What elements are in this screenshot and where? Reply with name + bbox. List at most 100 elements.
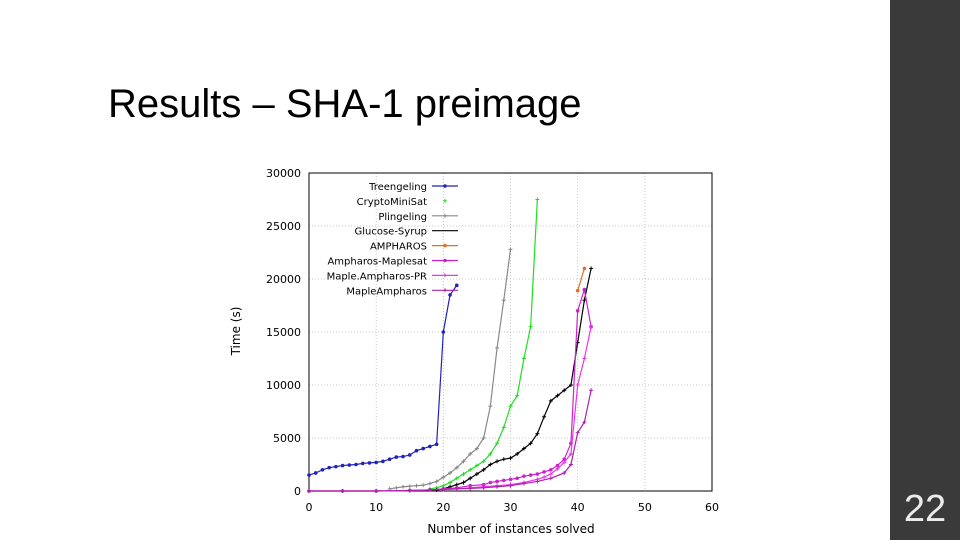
data-point — [501, 478, 506, 483]
data-point — [461, 459, 466, 464]
data-point — [414, 483, 419, 488]
data-point — [374, 489, 379, 493]
data-point — [568, 451, 573, 456]
data-point — [528, 441, 533, 446]
data-point — [562, 470, 567, 475]
data-point — [428, 444, 432, 449]
data-point — [501, 457, 506, 462]
data-point — [528, 473, 533, 477]
data-point — [421, 446, 425, 451]
data-point — [441, 487, 446, 492]
slide-number: 22 — [903, 488, 947, 530]
data-point — [407, 484, 412, 489]
data-point — [568, 383, 573, 387]
slide-title: Results – SHA-1 preimage — [108, 82, 582, 126]
data-point — [568, 462, 573, 467]
data-point — [347, 463, 352, 467]
series-line — [429, 199, 538, 490]
data-point — [575, 288, 580, 293]
x-axis-label: Number of instances solved — [427, 522, 594, 536]
data-point — [474, 463, 479, 468]
data-point — [434, 479, 439, 484]
legend-item: Glucose-Syrup — [354, 227, 458, 238]
data-point — [313, 471, 318, 475]
data-point — [481, 467, 486, 472]
data-point — [454, 465, 459, 470]
data-point — [548, 476, 553, 481]
data-point — [421, 483, 426, 488]
legend-item: AMPHAROS — [370, 242, 458, 253]
legend-item: CryptoMiniSat — [357, 197, 447, 208]
data-point — [448, 480, 453, 485]
x-tick-label: 10 — [369, 501, 383, 514]
data-point — [441, 330, 446, 334]
data-point — [589, 324, 594, 329]
x-tick-label: 60 — [705, 501, 719, 514]
series-plingeling — [387, 247, 513, 491]
data-point — [535, 472, 540, 476]
series-line — [308, 285, 458, 476]
legend-item: Ampharos-Maplesat — [327, 257, 458, 268]
legend-label: Maple.Ampharos-PR — [327, 271, 427, 282]
data-point — [327, 465, 331, 470]
data-point — [481, 482, 486, 487]
legend-label: Ampharos-Maplesat — [327, 257, 427, 268]
data-point — [454, 482, 459, 487]
series-ampharos-maplesat — [307, 287, 593, 493]
data-point — [387, 457, 392, 462]
series-glucose-syrup — [434, 266, 594, 492]
data-point — [495, 479, 499, 484]
data-point — [374, 460, 378, 465]
data-point — [589, 388, 594, 393]
data-point — [401, 454, 405, 459]
data-point — [515, 476, 520, 481]
data-point — [340, 463, 345, 468]
data-point — [488, 404, 493, 409]
data-point — [589, 266, 594, 271]
legend-marker — [443, 288, 447, 293]
data-point — [427, 487, 432, 492]
data-point — [555, 466, 560, 471]
x-tick-label: 40 — [571, 501, 585, 514]
x-tick-label: 30 — [504, 501, 518, 514]
legend-label: MapleAmpharos — [346, 286, 427, 297]
data-point — [340, 489, 345, 493]
data-point — [495, 459, 500, 464]
legend-item: Plingeling — [378, 212, 458, 223]
series-line — [577, 268, 585, 291]
data-point — [381, 459, 385, 464]
data-point — [575, 383, 580, 387]
data-point — [461, 472, 466, 477]
y-tick-label: 0 — [294, 485, 301, 498]
data-point — [542, 475, 547, 480]
data-point — [488, 462, 493, 467]
data-point — [508, 404, 513, 409]
data-point — [495, 441, 500, 446]
legend-marker — [443, 184, 447, 188]
data-point — [360, 461, 365, 466]
data-point — [468, 486, 473, 491]
data-point — [522, 474, 526, 478]
data-point — [354, 462, 358, 467]
legend-label: Glucose-Syrup — [354, 227, 427, 238]
series-line — [436, 268, 592, 491]
data-point — [481, 459, 486, 464]
data-point — [468, 483, 473, 488]
x-tick-label: 20 — [436, 501, 450, 514]
y-tick-label: 25000 — [266, 220, 301, 233]
legend-label: CryptoMiniSat — [357, 197, 427, 208]
data-point — [555, 393, 560, 398]
data-point — [307, 489, 311, 493]
data-point — [401, 484, 406, 489]
legend: Treengeling CryptoMiniSat Plingeling Glucos… — [327, 182, 458, 297]
legend-item: MapleAmpharos — [346, 286, 458, 297]
series-line — [389, 249, 512, 490]
data-point — [548, 398, 553, 403]
data-point — [508, 477, 513, 482]
data-point — [407, 488, 412, 493]
y-tick-label: 15000 — [266, 326, 301, 339]
data-point — [501, 425, 506, 430]
data-point — [575, 309, 580, 313]
data-point — [454, 486, 459, 491]
data-point — [427, 481, 432, 486]
